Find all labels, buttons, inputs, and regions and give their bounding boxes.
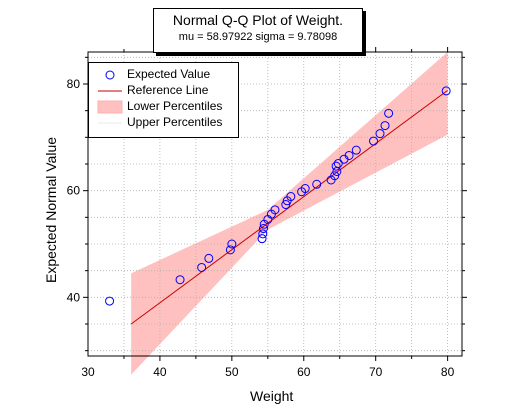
fill-swatch-icon [97,100,123,114]
data-points [105,86,451,306]
data-point [270,205,280,215]
data-point [369,136,379,146]
legend-label-lower: Lower Percentiles [127,99,223,113]
data-point [330,171,340,181]
data-point [197,262,207,272]
legend-label-upper: Upper Percentiles [127,115,223,129]
x-tick-label: 80 [441,365,455,379]
x-axis-title: Weight [250,388,294,404]
y-axis-title: Expected Normal Value [43,136,59,284]
percentile-band-area [131,52,448,375]
faint-line-swatch-icon [98,122,122,124]
percentile-band [131,52,448,375]
data-point [227,239,237,249]
y-tick-label: 60 [67,184,81,198]
legend-item-expected: Expected Value [89,67,238,83]
data-point [258,224,268,234]
legend-item-upper: Upper Percentiles [89,115,238,131]
x-tick-label: 50 [225,365,239,379]
chart-subtitle: mu = 58.97922 sigma = 9.78098 [178,31,338,43]
y-tick-label: 80 [67,77,81,91]
data-point [441,86,451,96]
circle-marker-icon [105,70,115,80]
data-point [258,229,268,239]
x-tick-label: 30 [81,365,95,379]
y-tick-label: 40 [67,290,81,304]
line-swatch-icon [98,90,122,92]
axis-ticks: 30 40 50 60 70 80 40 60 80 [67,47,467,379]
x-tick-label: 70 [369,365,383,379]
data-point [286,192,296,202]
legend-item-lower: Lower Percentiles [89,99,238,115]
data-point [175,275,185,285]
data-point [380,121,390,131]
x-tick-label: 60 [297,365,311,379]
data-point [257,234,267,244]
data-point [375,129,385,139]
data-point [281,200,291,210]
chart-title: Normal Q-Q Plot of Weight. [172,12,344,28]
chart-title-box: Normal Q-Q Plot of Weight. mu = 58.97922… [153,8,363,53]
legend: Expected Value Reference Line Lower Perc… [88,62,239,138]
data-point [384,108,394,118]
x-tick-label: 40 [153,365,167,379]
data-point [344,150,354,160]
data-point [331,161,341,171]
data-point [351,145,361,155]
legend-label-reference: Reference Line [127,83,209,97]
data-point [300,184,310,194]
data-point [204,253,214,263]
data-point [225,245,235,255]
data-point [105,296,115,306]
legend-item-reference: Reference Line [89,83,238,99]
data-point [312,179,322,189]
data-point [333,158,343,168]
legend-label-expected: Expected Value [127,67,211,81]
